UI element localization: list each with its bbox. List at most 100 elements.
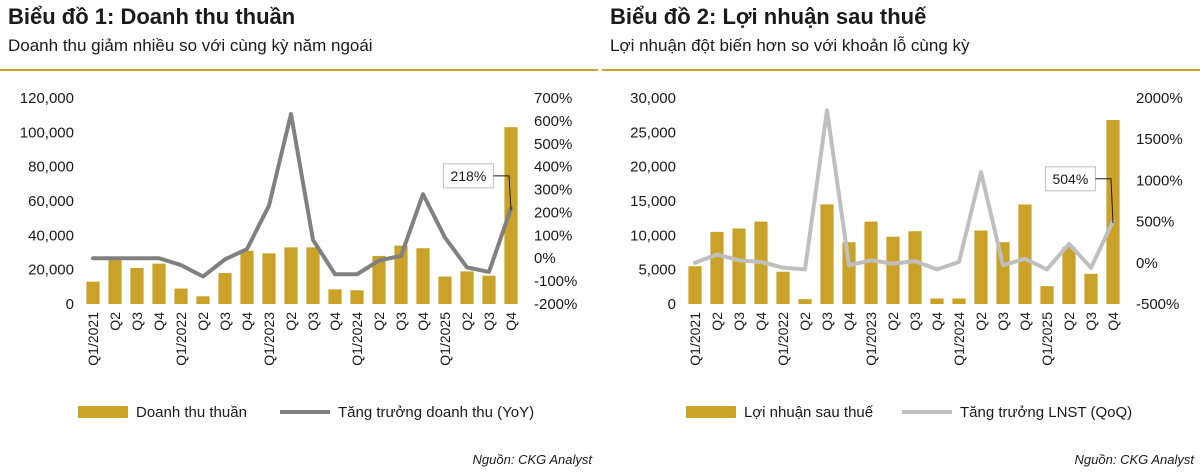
bar-2 xyxy=(1040,286,1054,304)
right-tick-label-2: 1000% xyxy=(1136,172,1183,189)
bar-2 xyxy=(732,228,746,304)
legend-label-bar-1: Doanh thu thuần xyxy=(136,404,247,421)
category-label-1: Q2 xyxy=(283,312,299,331)
legend-label-line-2: Tăng trưởng LNST (QoQ) xyxy=(960,404,1132,421)
category-label-1: Q1/2023 xyxy=(261,312,277,366)
chart-panel-1: Biểu đồ 1: Doanh thu thuần Doanh thu giả… xyxy=(0,0,598,472)
bar-2 xyxy=(710,231,724,304)
bar-2 xyxy=(908,231,922,304)
left-tick-label-1: 20,000 xyxy=(28,262,74,279)
annotation-box-2 xyxy=(1044,166,1096,192)
bar-1 xyxy=(372,255,386,304)
bar-2 xyxy=(688,266,702,304)
left-tick-label-1: 100,000 xyxy=(20,124,74,141)
category-label-2: Q4 xyxy=(841,312,857,331)
category-label-2: Q3 xyxy=(731,312,747,331)
category-label-1: Q4 xyxy=(503,312,519,331)
legend-label-line-1: Tăng trưởng doanh thu (YoY) xyxy=(338,404,534,421)
left-tick-label-2: 10,000 xyxy=(630,227,676,244)
right-tick-label-1: 400% xyxy=(534,159,572,176)
bar-2 xyxy=(1062,247,1076,304)
bar-2 xyxy=(820,204,834,304)
category-label-2: Q3 xyxy=(1083,312,1099,331)
category-label-1: Q1/2025 xyxy=(437,312,453,366)
bar-2 xyxy=(842,242,856,304)
bar-2 xyxy=(798,299,812,304)
bar-2 xyxy=(974,230,988,304)
category-label-2: Q1/2025 xyxy=(1039,312,1055,366)
category-label-2: Q4 xyxy=(753,312,769,331)
category-label-1: Q2 xyxy=(195,312,211,331)
bar-1 xyxy=(174,288,188,304)
bar-1 xyxy=(416,248,430,304)
bar-1 xyxy=(350,290,364,304)
bar-1 xyxy=(196,296,210,304)
category-label-2: Q3 xyxy=(907,312,923,331)
growth-line-2 xyxy=(693,108,1115,272)
category-label-2: Q2 xyxy=(1061,312,1077,331)
right-tick-label-1: 200% xyxy=(534,204,572,221)
bar-1 xyxy=(460,271,474,304)
category-label-1: Q2 xyxy=(371,312,387,331)
right-tick-label-2: 0% xyxy=(1136,255,1158,272)
category-label-1: Q3 xyxy=(305,312,321,331)
bar-2 xyxy=(952,298,966,304)
legend-label-bar-2: Lợi nhuận sau thuế xyxy=(744,404,874,421)
category-label-1: Q1/2021 xyxy=(85,312,101,366)
category-label-2: Q1/2022 xyxy=(775,312,791,366)
bar-1 xyxy=(482,275,496,304)
chart-svg-1: 0 20,000 40,000 60,000 80,000 100,000 120,000 -… xyxy=(20,90,578,421)
category-label-1: Q4 xyxy=(151,312,167,331)
category-label-2: Q3 xyxy=(819,312,835,331)
chart-title-2: Biểu đồ 2: Lợi nhuận sau thuế xyxy=(610,4,927,29)
bar-1 xyxy=(438,276,452,304)
chart-subtitle-2: Lợi nhuận đột biến hơn so với khoản lỗ c… xyxy=(610,36,970,55)
left-tick-label-1: 80,000 xyxy=(28,159,74,176)
category-label-2: Q4 xyxy=(929,312,945,331)
category-label-1: Q3 xyxy=(129,312,145,331)
right-tick-label-2: 2000% xyxy=(1136,90,1183,107)
category-label-2: Q3 xyxy=(995,312,1011,331)
category-label-1: Q3 xyxy=(393,312,409,331)
left-tick-label-2: 20,000 xyxy=(630,159,676,176)
left-tick-label-2: 15,000 xyxy=(630,193,676,210)
bar-2 xyxy=(864,221,878,304)
left-tick-label-1: 40,000 xyxy=(28,227,74,244)
bar-1 xyxy=(218,273,232,304)
right-tick-label-1: -200% xyxy=(534,296,577,313)
category-label-1: Q3 xyxy=(217,312,233,331)
bar-2 xyxy=(776,271,790,304)
category-label-2: Q2 xyxy=(797,312,813,331)
right-tick-label-2: -500% xyxy=(1136,296,1179,313)
right-tick-label-1: 600% xyxy=(534,113,572,130)
left-tick-label-1: 60,000 xyxy=(28,193,74,210)
category-label-1: Q2 xyxy=(459,312,475,331)
legend-swatch-bar-2 xyxy=(686,406,736,418)
bar-1 xyxy=(108,259,122,304)
chart-panel-2: Biểu đồ 2: Lợi nhuận sau thuế Lợi nhuận … xyxy=(602,0,1200,472)
category-label-2: Q2 xyxy=(885,312,901,331)
annotation-leader-2 xyxy=(1095,178,1114,224)
annotation-leader-1 xyxy=(493,175,512,211)
annotation-label-2: 504% xyxy=(1052,171,1088,187)
chart-subtitle-1: Doanh thu giảm nhiều so với cùng kỳ năm … xyxy=(8,36,373,55)
category-label-2: Q4 xyxy=(1105,312,1121,331)
left-tick-label-2: 25,000 xyxy=(630,124,676,141)
bar-1 xyxy=(328,289,342,304)
bar-1 xyxy=(504,127,518,304)
chart-title-1: Biểu đồ 1: Doanh thu thuần xyxy=(8,4,296,29)
bar-1 xyxy=(306,247,320,304)
bar-1 xyxy=(152,263,166,304)
category-label-2: Q2 xyxy=(709,312,725,331)
left-tick-label-2: 5,000 xyxy=(638,262,676,279)
legend-swatch-bar-1 xyxy=(78,406,128,418)
right-tick-label-1: -100% xyxy=(534,273,577,290)
bar-1 xyxy=(394,245,408,304)
category-label-1: Q1/2024 xyxy=(349,312,365,366)
category-label-2: Q1/2021 xyxy=(687,312,703,366)
bar-2 xyxy=(930,298,944,304)
source-note-2: Nguồn: CKG Analyst xyxy=(1074,452,1194,467)
right-tick-label-1: 500% xyxy=(534,136,572,153)
category-label-2: Q1/2024 xyxy=(951,312,967,366)
category-label-1: Q4 xyxy=(327,312,343,331)
